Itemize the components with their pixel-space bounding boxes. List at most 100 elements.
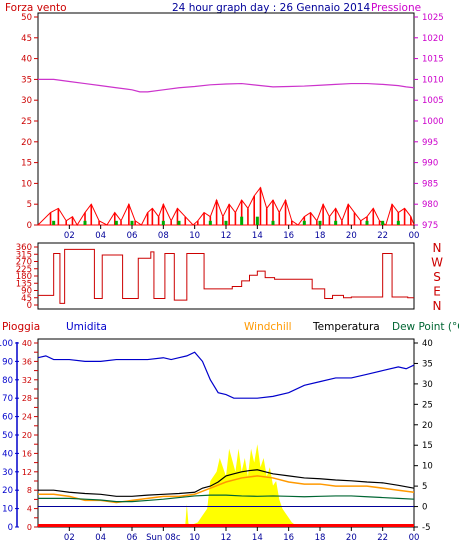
compass-label: E	[433, 285, 441, 299]
x-tick-label: 18	[315, 231, 326, 241]
wind-direction-line	[38, 248, 414, 304]
x-tick-label: 14	[252, 533, 263, 543]
temp-axis-tick-label: 25	[422, 400, 433, 410]
humidity-label: Umidita	[66, 321, 107, 333]
left-axis-tick-label: 50	[21, 13, 32, 23]
dewpoint-label: Dew Point (°C	[392, 321, 459, 333]
wind-avg-bar	[83, 220, 87, 225]
x-tick-label: 12	[221, 533, 232, 543]
compass-label: W	[431, 256, 443, 270]
wind-avg-bar	[177, 220, 181, 225]
wind-avg-bar	[381, 220, 385, 225]
humidity-axis-tick-label: 100	[0, 339, 13, 349]
left-axis-tick-label: 25	[21, 117, 32, 127]
right-axis-tick-label: 1015	[422, 55, 444, 65]
wind-pressure-plot: 0510152025303540455097598098599099510001…	[21, 13, 443, 241]
temp-axis-tick-label: -5	[422, 523, 430, 533]
left-axis-tick-label: 20	[21, 138, 32, 148]
humidity-axis-tick-label: 10	[2, 505, 13, 515]
compass-label: N	[433, 241, 442, 255]
x-tick-label: 20	[346, 533, 357, 543]
x-tick-label: Sun 08c	[146, 533, 181, 543]
wind-avg-bar	[130, 220, 134, 225]
wind-avg-bar	[334, 220, 338, 225]
direction-axis-tick-label: 0	[27, 301, 32, 311]
right-axis-tick-label: 1025	[422, 13, 444, 23]
windchill-label: Windchill	[244, 321, 292, 333]
left-axis-tick-label: 40	[21, 55, 32, 65]
wind-avg-bar	[365, 220, 369, 225]
left-axis-tick-label: 35	[21, 75, 32, 85]
left-axis-tick-label: 5	[27, 200, 32, 210]
rain-axis-tick-label: 0	[27, 523, 32, 532]
x-tick-label: 06	[127, 231, 138, 241]
x-tick-label: 16	[283, 231, 294, 241]
humidity-axis-tick-label: 30	[2, 468, 13, 478]
temp-axis-tick-label: 20	[422, 421, 433, 431]
humidity-axis-tick-label: 40	[2, 449, 13, 459]
right-axis-tick-label: 995	[422, 138, 438, 148]
temperature-line	[38, 469, 415, 497]
x-tick-label: 06	[127, 533, 138, 543]
compass-label: S	[433, 270, 441, 284]
x-tick-label: 16	[283, 533, 294, 543]
x-tick-label: 20	[346, 231, 357, 241]
temp-axis-tick-label: 30	[422, 380, 433, 390]
rain-axis-tick-label: 20	[22, 431, 32, 440]
rain-baseline-bar	[38, 524, 414, 527]
right-axis-tick-label: 1010	[422, 75, 444, 85]
x-tick-label: 22	[377, 533, 388, 543]
temp-axis-tick-label: 40	[422, 339, 433, 349]
x-tick-label: 08	[158, 231, 169, 241]
rain-axis-tick-label: 40	[22, 339, 32, 348]
rain-axis-tick-label: 24	[22, 413, 32, 422]
wind-avg-bar	[161, 220, 165, 225]
humidity-line	[37, 351, 415, 399]
rain-area	[38, 444, 414, 527]
x-tick-label: 04	[95, 533, 106, 543]
pressure-label: Pressione	[371, 2, 421, 14]
dewpoint-line	[38, 494, 415, 503]
rain-axis-tick-label: 16	[22, 449, 32, 458]
right-axis-tick-label: 990	[422, 159, 438, 169]
right-axis-tick-label: 980	[422, 200, 438, 210]
temp-axis-tick-label: 5	[422, 482, 427, 492]
x-tick-label: 10	[189, 231, 200, 241]
rain-axis-tick-label: 32	[22, 376, 32, 385]
left-axis-tick-label: 0	[27, 221, 32, 231]
wind-avg-bar	[240, 216, 244, 225]
pressure-line	[38, 78, 415, 93]
humidity-axis-tick-label: 50	[2, 431, 13, 441]
temp-axis-tick-label: 35	[422, 359, 433, 369]
direction-axis-tick-label: 225	[16, 265, 32, 275]
wind-avg-bar	[255, 216, 259, 225]
rain-axis-tick-label: 4	[27, 505, 32, 514]
wind-avg-bar	[396, 220, 400, 225]
direction-axis-tick-label: 315	[16, 250, 32, 260]
chart-title: 24 hour graph day : 26 Gennaio 2014	[172, 2, 370, 14]
left-axis-tick-label: 45	[21, 34, 32, 44]
x-tick-label: 00	[409, 533, 420, 543]
wind-avg-bar	[271, 220, 275, 225]
wind-avg-bar	[114, 220, 118, 225]
left-axis-tick-label: 10	[21, 179, 32, 189]
direction-axis-tick-label: 45	[21, 294, 32, 304]
humidity-axis-tick-label: 90	[2, 357, 13, 367]
humidity-axis-tick-label: 0	[8, 523, 13, 533]
temp-axis-tick-label: 10	[422, 462, 433, 472]
x-tick-label: 18	[315, 533, 326, 543]
right-axis-tick-label: 1020	[422, 34, 444, 44]
x-tick-label: 00	[409, 231, 420, 241]
rain-label: Pioggia	[2, 321, 40, 333]
humidity-axis-tick-label: 60	[2, 413, 13, 423]
wind-avg-bar	[52, 220, 56, 225]
direction-axis-tick-label: 270	[16, 258, 32, 268]
direction-axis-tick-label: 180	[16, 272, 32, 282]
right-axis-tick-label: 985	[422, 179, 438, 189]
humidity-axis-tick-label: 80	[2, 376, 13, 386]
direction-axis-tick-label: 135	[16, 279, 32, 289]
temperature-label: Temperatura	[312, 321, 380, 333]
x-tick-label: 02	[64, 231, 75, 241]
rain-axis-tick-label: 12	[22, 468, 32, 477]
